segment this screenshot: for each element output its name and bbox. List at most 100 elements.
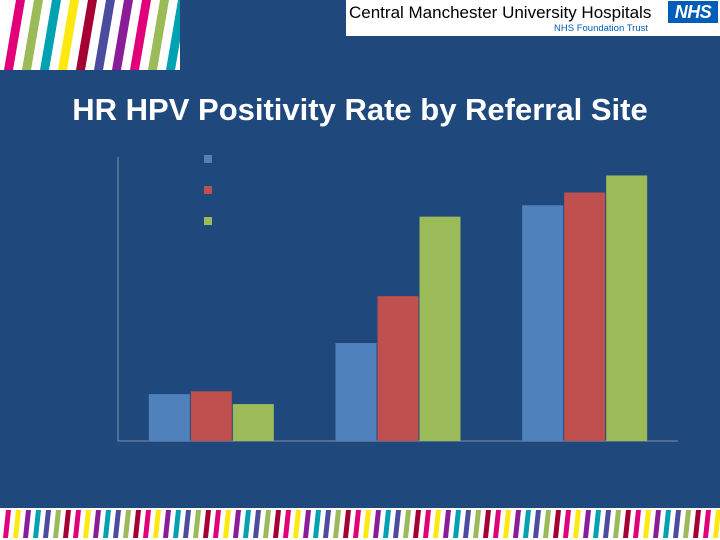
stripe bbox=[663, 510, 671, 538]
stripe bbox=[433, 510, 441, 538]
stripe bbox=[333, 510, 341, 538]
stripe bbox=[353, 510, 361, 538]
stripe-pattern bbox=[3, 510, 720, 538]
stripe bbox=[3, 510, 11, 538]
bar-series-3-category-3 bbox=[606, 175, 648, 441]
stripe bbox=[133, 510, 141, 538]
stripe bbox=[58, 0, 79, 70]
stripe bbox=[643, 510, 651, 538]
bar-series-2-category-1 bbox=[190, 391, 232, 441]
stripe bbox=[533, 510, 541, 538]
stripe bbox=[623, 510, 631, 538]
stripe bbox=[693, 510, 701, 538]
stripe bbox=[323, 510, 331, 538]
stripe bbox=[148, 0, 169, 70]
bar-series-3-category-1 bbox=[232, 404, 274, 441]
stripe bbox=[123, 510, 131, 538]
stripe bbox=[563, 510, 571, 538]
stripe bbox=[413, 510, 421, 538]
stripe bbox=[113, 510, 121, 538]
stripe bbox=[94, 0, 115, 70]
stripe bbox=[293, 510, 301, 538]
stripe bbox=[423, 510, 431, 538]
stripe bbox=[713, 510, 720, 538]
stripe bbox=[103, 510, 111, 538]
stripe-pattern bbox=[4, 0, 180, 70]
stripe bbox=[166, 0, 180, 70]
stripe bbox=[43, 510, 51, 538]
stripe bbox=[130, 0, 151, 70]
trust-name: NHS Foundation Trust bbox=[554, 23, 648, 34]
stripe bbox=[273, 510, 281, 538]
bar-series-2-category-2 bbox=[377, 296, 419, 441]
stripe bbox=[303, 510, 311, 538]
stripe bbox=[703, 510, 711, 538]
stripe bbox=[40, 0, 61, 70]
stripe bbox=[13, 510, 21, 538]
stripe bbox=[493, 510, 501, 538]
legend-marker-series-1 bbox=[204, 155, 212, 163]
stripe bbox=[23, 510, 31, 538]
stripe bbox=[73, 510, 81, 538]
stripe bbox=[403, 510, 411, 538]
stripe bbox=[223, 510, 231, 538]
stripe bbox=[143, 510, 151, 538]
stripe bbox=[313, 510, 321, 538]
stripe bbox=[22, 0, 43, 70]
stripe bbox=[523, 510, 531, 538]
stripe bbox=[253, 510, 261, 538]
decorative-stripes-bottom bbox=[0, 508, 720, 540]
slide-title: HR HPV Positivity Rate by Referral Site bbox=[72, 92, 648, 127]
stripe bbox=[573, 510, 581, 538]
stripe bbox=[153, 510, 161, 538]
stripe bbox=[373, 510, 381, 538]
bar-series-1-category-1 bbox=[148, 394, 190, 441]
stripe bbox=[4, 0, 25, 70]
stripe bbox=[613, 510, 621, 538]
stripe bbox=[503, 510, 511, 538]
stripe bbox=[393, 510, 401, 538]
stripe bbox=[513, 510, 521, 538]
stripe bbox=[483, 510, 491, 538]
stripe bbox=[263, 510, 271, 538]
stripe bbox=[173, 510, 181, 538]
stripe bbox=[112, 0, 133, 70]
stripe bbox=[593, 510, 601, 538]
hospital-logo: Central Manchester University Hospitals … bbox=[346, 0, 720, 36]
stripe bbox=[93, 510, 101, 538]
stripe bbox=[76, 0, 97, 70]
stripe bbox=[603, 510, 611, 538]
stripe bbox=[383, 510, 391, 538]
stripe bbox=[193, 510, 201, 538]
stripe bbox=[183, 510, 191, 538]
stripe bbox=[653, 510, 661, 538]
stripe bbox=[163, 510, 171, 538]
stripe bbox=[553, 510, 561, 538]
stripe bbox=[473, 510, 481, 538]
stripe bbox=[673, 510, 681, 538]
bar-series-1-category-3 bbox=[522, 205, 564, 441]
bar-series-3-category-2 bbox=[419, 216, 461, 441]
legend-marker-series-2 bbox=[204, 186, 212, 194]
stripe bbox=[53, 510, 61, 538]
legend-marker-series-3 bbox=[204, 217, 212, 225]
organization-name: Central Manchester University Hospitals bbox=[349, 3, 652, 22]
stripe bbox=[213, 510, 221, 538]
stripe bbox=[343, 510, 351, 538]
stripe bbox=[283, 510, 291, 538]
stripe bbox=[83, 510, 91, 538]
stripe bbox=[583, 510, 591, 538]
bar-series-1-category-2 bbox=[335, 343, 377, 441]
nhs-logo: NHS bbox=[668, 1, 718, 23]
stripe bbox=[453, 510, 461, 538]
stripe bbox=[203, 510, 211, 538]
stripe bbox=[633, 510, 641, 538]
decorative-stripes-top bbox=[0, 0, 180, 70]
stripe bbox=[443, 510, 451, 538]
stripe bbox=[463, 510, 471, 538]
stripe bbox=[543, 510, 551, 538]
stripe bbox=[243, 510, 251, 538]
stripe bbox=[233, 510, 241, 538]
stripe bbox=[683, 510, 691, 538]
